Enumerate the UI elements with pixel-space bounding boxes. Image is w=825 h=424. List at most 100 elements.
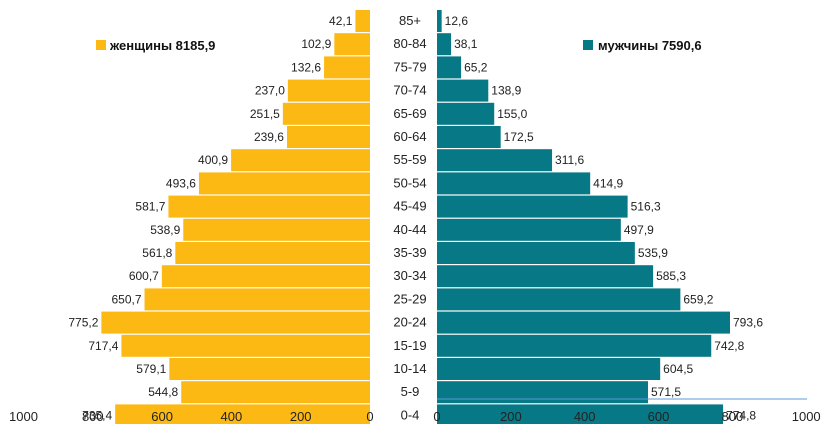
age-group-label: 0-4 xyxy=(401,407,420,422)
men-axis-ticks: 0 200 400 600 800 1000 xyxy=(433,409,820,424)
women-bar xyxy=(286,126,370,148)
women-bar xyxy=(169,358,370,380)
men-bar xyxy=(437,288,681,311)
men-value-label: 535,9 xyxy=(638,246,668,260)
women-value-label: 400,9 xyxy=(198,153,228,167)
men-bar xyxy=(437,33,452,56)
women-value-label: 650,7 xyxy=(112,292,142,306)
men-value-label: 774,8 xyxy=(726,408,756,422)
age-group-label: 65-69 xyxy=(393,106,426,121)
women-bar xyxy=(161,265,370,288)
women-bar xyxy=(181,381,370,404)
men-bar xyxy=(437,218,621,241)
women-value-label: 735,4 xyxy=(82,408,112,422)
women-value-label: 42,1 xyxy=(329,14,353,28)
men-value-label: 497,9 xyxy=(624,223,654,237)
women-bar xyxy=(101,311,371,334)
women-axis-ticks: 1000 800 600 400 200 0 xyxy=(9,409,374,424)
women-axis-tick-label: 0 xyxy=(366,409,373,424)
women-bar xyxy=(198,172,370,195)
women-bar xyxy=(324,56,370,79)
men-bar xyxy=(437,102,495,125)
age-group-label: 20-24 xyxy=(393,315,426,330)
women-bar xyxy=(121,334,370,357)
women-value-labels: 42,1102,9132,6237,0251,5239,6400,9493,65… xyxy=(68,14,352,422)
legend-women: женщины 8185,9 xyxy=(96,38,215,53)
women-value-label: 102,9 xyxy=(301,37,331,51)
legend-men-label: мужчины 7590,6 xyxy=(598,38,702,53)
age-group-label: 50-54 xyxy=(393,175,426,190)
women-bar xyxy=(282,102,370,125)
men-bar xyxy=(437,126,501,148)
women-value-label: 581,7 xyxy=(135,200,165,214)
age-group-label: 40-44 xyxy=(393,222,426,237)
age-group-label: 75-79 xyxy=(393,59,426,74)
age-group-labels: 85+ 80-84 75-79 70-74 65-69 60-64 55-59 50-54 45… xyxy=(393,13,426,422)
men-value-label: 311,6 xyxy=(555,153,584,167)
women-bar xyxy=(334,33,370,56)
men-axis-tick-label: 400 xyxy=(574,409,596,424)
women-value-label: 775,2 xyxy=(68,316,98,330)
women-bars xyxy=(101,10,371,424)
women-axis-tick-label: 600 xyxy=(151,409,173,424)
women-axis-tick-label: 800 xyxy=(82,409,104,424)
men-axis-tick-label: 600 xyxy=(648,409,670,424)
men-value-label: 38,1 xyxy=(454,37,478,51)
women-value-label: 132,6 xyxy=(291,60,321,74)
women-value-label: 538,9 xyxy=(150,223,180,237)
women-value-label: 561,8 xyxy=(142,246,172,260)
men-value-label: 604,5 xyxy=(663,362,693,376)
women-bar xyxy=(168,195,370,218)
age-group-label: 10-14 xyxy=(393,361,426,376)
age-group-label: 25-29 xyxy=(393,291,426,306)
men-bar xyxy=(437,334,712,357)
men-axis-tick-label: 1000 xyxy=(792,409,821,424)
men-value-label: 793,6 xyxy=(733,316,763,330)
men-value-label: 742,8 xyxy=(714,339,744,353)
women-axis-tick-label: 1000 xyxy=(9,409,38,424)
women-value-label: 237,0 xyxy=(255,84,285,98)
women-value-label: 493,6 xyxy=(166,176,196,190)
men-bar xyxy=(437,56,462,79)
men-bar xyxy=(437,79,489,102)
men-bar xyxy=(437,381,648,404)
age-group-label: 15-19 xyxy=(393,338,426,353)
men-value-label: 172,5 xyxy=(504,130,534,144)
women-value-label: 239,6 xyxy=(254,130,284,144)
age-group-label: 45-49 xyxy=(393,199,426,214)
men-value-label: 659,2 xyxy=(683,292,713,306)
men-value-label: 516,3 xyxy=(631,200,661,214)
legend-men-swatch xyxy=(583,40,593,50)
men-bar xyxy=(437,404,724,424)
men-axis-tick-label: 800 xyxy=(722,409,744,424)
legend-women-swatch xyxy=(96,40,106,50)
men-value-label: 138,9 xyxy=(491,84,521,98)
men-value-label: 571,5 xyxy=(651,385,681,399)
legend-men: мужчины 7590,6 xyxy=(583,38,702,53)
age-group-label: 70-74 xyxy=(393,83,426,98)
men-value-label: 155,0 xyxy=(497,107,527,121)
men-axis-tick-label: 0 xyxy=(433,409,440,424)
women-axis-tick-label: 400 xyxy=(221,409,243,424)
age-group-label: 60-64 xyxy=(393,129,426,144)
women-axis-tick-label: 200 xyxy=(290,409,312,424)
men-value-label: 12,6 xyxy=(445,14,469,28)
women-value-label: 600,7 xyxy=(129,269,159,283)
men-bar xyxy=(437,358,661,380)
women-value-label: 544,8 xyxy=(148,385,178,399)
age-group-label: 80-84 xyxy=(393,36,426,51)
men-bar xyxy=(437,311,730,334)
women-bar xyxy=(115,404,370,424)
age-group-label: 30-34 xyxy=(393,268,426,283)
women-value-label: 251,5 xyxy=(250,107,280,121)
men-bar xyxy=(437,10,442,32)
men-bar xyxy=(437,242,635,264)
women-bar xyxy=(287,79,370,102)
men-bar xyxy=(437,265,654,288)
women-bar xyxy=(183,218,370,241)
women-bar xyxy=(231,149,370,172)
age-group-label: 55-59 xyxy=(393,152,426,167)
women-bar xyxy=(144,288,370,311)
